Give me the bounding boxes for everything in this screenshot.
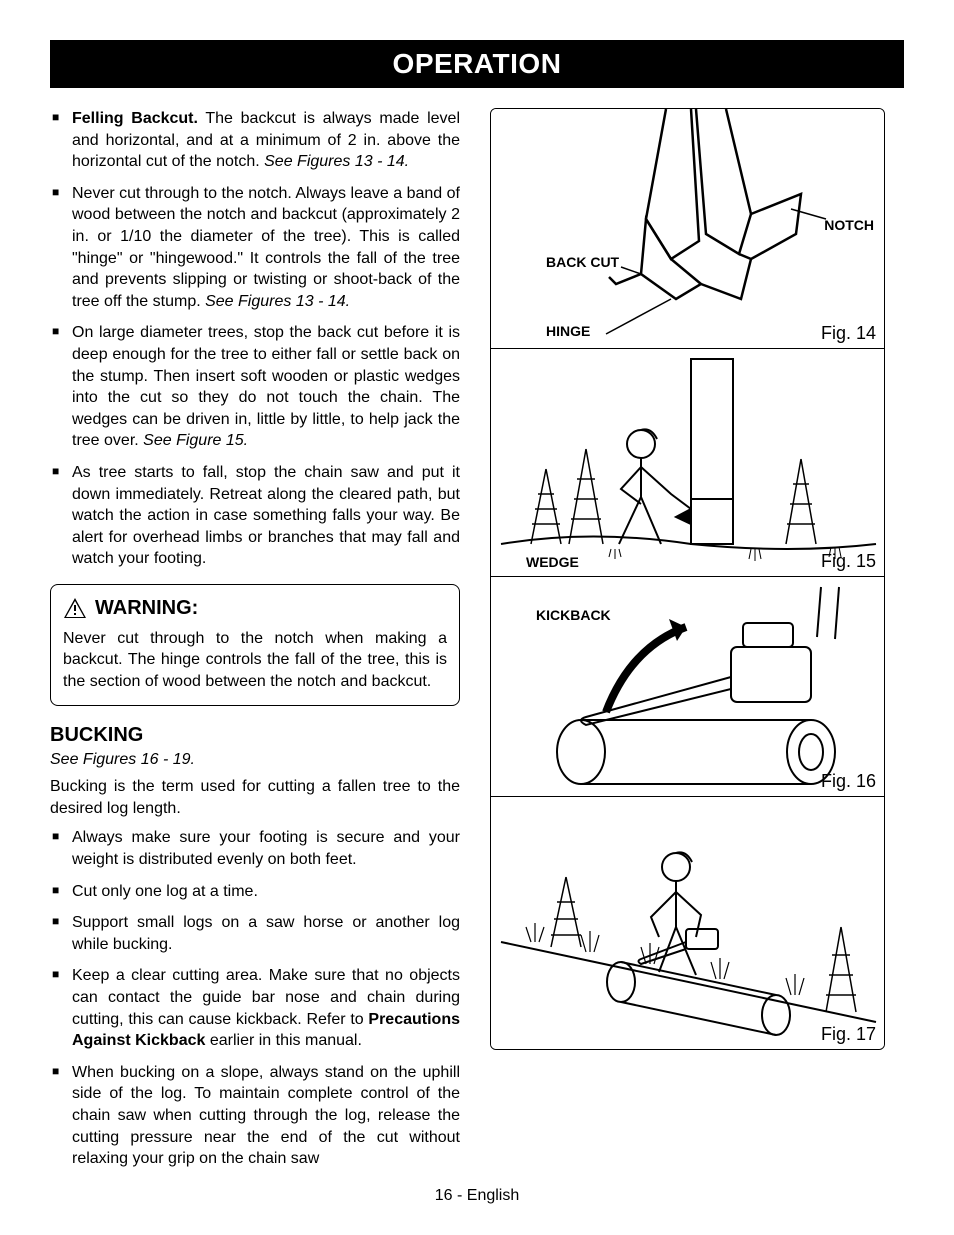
figure-label: Fig. 17 [821, 1024, 876, 1045]
bullet-item: Cut only one log at a time. [50, 881, 460, 903]
bullet-body: Cut only one log at a time. [72, 883, 258, 900]
warning-body: Never cut through to the notch when maki… [63, 628, 447, 693]
left-column: Felling Backcut. The backcut is always m… [50, 108, 460, 1180]
figure-16: KICKBACK Fig. 16 [491, 577, 884, 797]
figure-14: NOTCH BACK CUT HINGE Fig. 14 [491, 109, 884, 349]
bullet-body: Always make sure your footing is secure … [72, 829, 460, 868]
bullet-body: Support small logs on a saw horse or ano… [72, 914, 460, 953]
figure-label: Fig. 14 [821, 323, 876, 344]
figure-label: Fig. 15 [821, 551, 876, 572]
bucking-heading: BUCKING [50, 722, 460, 749]
figure-15-illustration [491, 349, 885, 577]
bucking-bullets: Always make sure your footing is secure … [50, 827, 460, 1169]
warning-box: WARNING: Never cut through to the notch … [50, 584, 460, 706]
warning-title: WARNING: [95, 595, 198, 622]
bullet-ref: See Figures 13 - 14. [205, 293, 350, 310]
callout-backcut: BACK CUT [546, 254, 619, 270]
figure-15: WEDGE Fig. 15 [491, 349, 884, 577]
figure-17-illustration [491, 797, 885, 1049]
figure-label: Fig. 16 [821, 771, 876, 792]
two-column-layout: Felling Backcut. The backcut is always m… [50, 108, 904, 1180]
warning-triangle-icon [63, 597, 87, 619]
callout-wedge: WEDGE [526, 554, 579, 570]
page-footer: 16 - English [0, 1187, 954, 1205]
bullet-ref: See Figure 15. [143, 432, 248, 449]
bullet-item: Never cut through to the notch. Always l… [50, 183, 460, 313]
bullet-item: Always make sure your footing is secure … [50, 827, 460, 870]
callout-notch: NOTCH [824, 217, 874, 233]
figure-17: Fig. 17 [491, 797, 884, 1049]
bullet-item: When bucking on a slope, always stand on… [50, 1062, 460, 1170]
bullet-ref: See Figures 13 - 14. [264, 153, 409, 170]
figure-stack: NOTCH BACK CUT HINGE Fig. 14 [490, 108, 885, 1050]
bullet-item: On large diameter trees, stop the back c… [50, 322, 460, 452]
section-banner: OPERATION [50, 40, 904, 88]
bullet-body: On large diameter trees, stop the back c… [72, 324, 460, 449]
bullet-item: Felling Backcut. The backcut is always m… [50, 108, 460, 173]
warning-heading: WARNING: [63, 595, 447, 622]
bullet-body-post: earlier in this manual. [205, 1032, 362, 1049]
bullet-lead: Felling Backcut. [72, 110, 198, 127]
bullet-body: Never cut through to the notch. Always l… [72, 185, 460, 310]
bucking-subref: See Figures 16 - 19. [50, 749, 460, 771]
callout-kickback: KICKBACK [536, 607, 611, 623]
bullet-item: Keep a clear cutting area. Make sure tha… [50, 965, 460, 1051]
bullet-body: When bucking on a slope, always stand on… [72, 1064, 460, 1167]
bullet-body: As tree starts to fall, stop the chain s… [72, 464, 460, 567]
felling-bullets: Felling Backcut. The backcut is always m… [50, 108, 460, 570]
bullet-item: As tree starts to fall, stop the chain s… [50, 462, 460, 570]
right-column: NOTCH BACK CUT HINGE Fig. 14 [490, 108, 904, 1180]
callout-hinge: HINGE [546, 323, 590, 339]
bullet-item: Support small logs on a saw horse or ano… [50, 912, 460, 955]
bucking-intro: Bucking is the term used for cutting a f… [50, 776, 460, 819]
